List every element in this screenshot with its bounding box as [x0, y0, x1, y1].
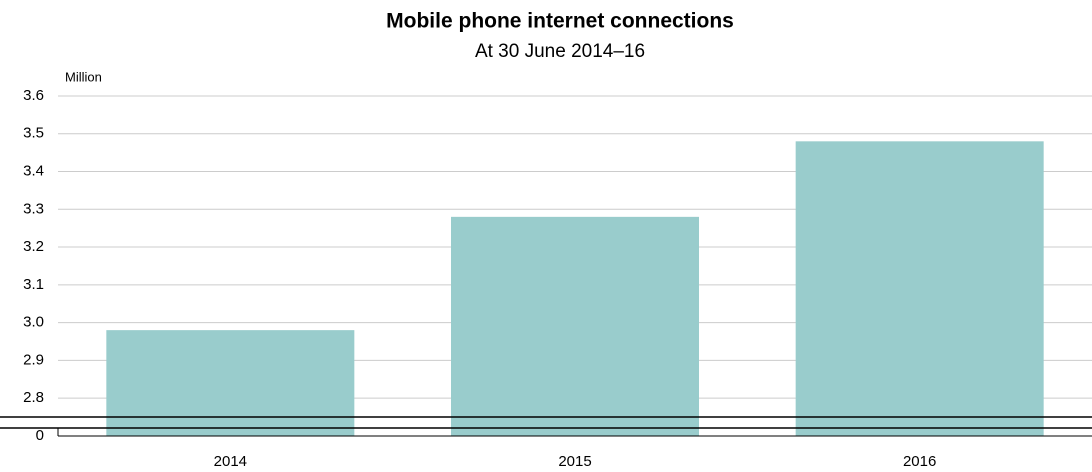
y-tick-label: 3.2	[23, 238, 44, 255]
y-tick-label: 0	[36, 427, 44, 444]
x-tick-label: 2016	[903, 453, 936, 470]
bar	[795, 141, 1044, 437]
y-tick-label: 3.0	[23, 314, 44, 331]
bar	[451, 216, 699, 436]
bar	[106, 330, 355, 436]
chart-subtitle: At 30 June 2014–16	[475, 41, 645, 62]
y-tick-label: 3.6	[23, 87, 44, 104]
y-tick-label: 2.8	[23, 389, 44, 406]
y-tick-label: 3.1	[23, 276, 44, 293]
x-tick-label: 2015	[558, 453, 591, 470]
y-tick-label: 3.3	[23, 200, 44, 217]
y-axis-label: Million	[65, 69, 102, 84]
chart-title: Mobile phone internet connections	[386, 10, 734, 33]
y-tick-label: 3.4	[23, 162, 44, 179]
y-tick-label: 3.5	[23, 125, 44, 142]
y-tick-label: 2.9	[23, 351, 44, 368]
x-tick-label: 2014	[214, 453, 247, 470]
